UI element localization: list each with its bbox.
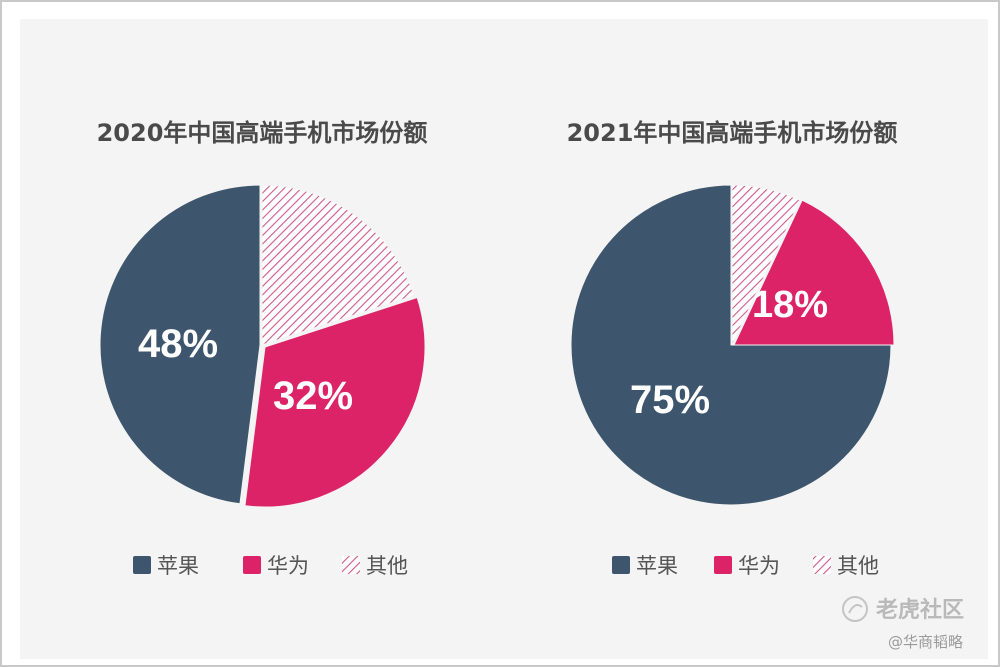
pie-slice-apple-2020: [99, 184, 261, 505]
pie-slice-apple-2021: [570, 184, 892, 506]
tiger-logo-icon: [842, 596, 868, 622]
legend-item-other: 其他: [342, 554, 408, 578]
legend-swatch-apple: [133, 556, 151, 574]
legend-label-other: 其他: [366, 554, 408, 578]
data-label-apple-2021: 75%: [630, 378, 710, 422]
pie-slice-huawei-2021: [733, 199, 895, 346]
legend-label-apple: 苹果: [157, 554, 199, 578]
pie-slice-other-2020: [261, 184, 415, 346]
legend-swatch-apple: [612, 556, 630, 574]
legend-label-other: 其他: [837, 554, 879, 578]
chart-2021-data-labels: 75% 18%: [630, 284, 828, 422]
chart-2020-title: 2020年中国高端手机市场份额: [97, 119, 428, 147]
pie-slice-huawei-2020: [244, 297, 426, 508]
legend-label-huawei: 华为: [738, 554, 780, 578]
chart-panel: 2020年中国高端手机市场份额 48% 32% 苹果 华为: [20, 19, 988, 659]
watermark: 老虎社区 @华商韬略: [842, 596, 964, 651]
watermark-primary: 老虎社区: [875, 597, 964, 623]
legend-swatch-huawei: [243, 556, 261, 574]
legend-item-apple: 苹果: [133, 554, 199, 578]
chart-2020-legend: 苹果 华为 其他: [133, 554, 408, 578]
legend-item-other: 其他: [813, 554, 879, 578]
legend-swatch-huawei: [714, 556, 732, 574]
chart-2021-title: 2021年中国高端手机市场份额: [567, 119, 898, 147]
legend-item-apple: 苹果: [612, 554, 678, 578]
chart-2021: 2021年中国高端手机市场份额 75% 18% 苹果 华为: [567, 119, 898, 578]
legend-label-apple: 苹果: [636, 554, 678, 578]
legend-item-huawei: 华为: [714, 554, 780, 578]
legend-swatch-other: [813, 556, 831, 574]
chart-2020-pie: [99, 184, 426, 508]
chart-2020-data-labels: 48% 32%: [138, 322, 353, 418]
watermark-secondary: @华商韬略: [888, 633, 963, 651]
charts-canvas: 2020年中国高端手机市场份额 48% 32% 苹果 华为: [97, 119, 964, 651]
pie-slice-other-2021: [731, 184, 801, 346]
data-label-huawei-2020: 32%: [273, 374, 353, 418]
chart-2020: 2020年中国高端手机市场份额 48% 32% 苹果 华为: [97, 119, 428, 578]
legend-label-huawei: 华为: [267, 554, 309, 578]
legend-item-huawei: 华为: [243, 554, 309, 578]
legend-swatch-other: [342, 556, 360, 574]
data-label-huawei-2021: 18%: [752, 284, 828, 326]
data-label-apple-2020: 48%: [138, 322, 218, 366]
chart-2021-legend: 苹果 华为 其他: [612, 554, 879, 578]
chart-2021-pie: [570, 184, 895, 506]
